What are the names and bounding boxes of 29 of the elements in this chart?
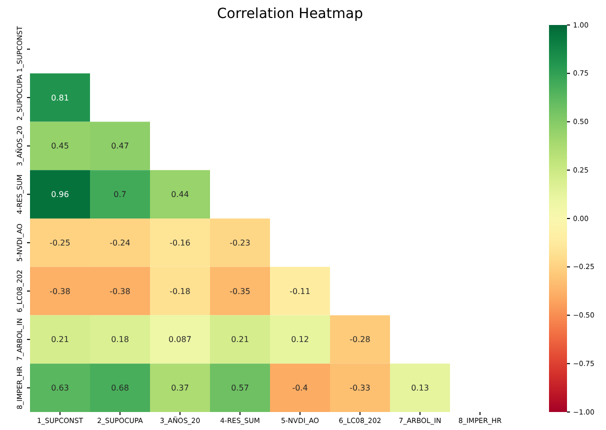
chart-title: Correlation Heatmap bbox=[217, 6, 364, 22]
data-label: 0.18 bbox=[111, 335, 129, 344]
data-label: 0.68 bbox=[111, 384, 129, 393]
data-label: 0.37 bbox=[171, 384, 189, 393]
data-label: -0.28 bbox=[350, 335, 370, 344]
data-label: 0.57 bbox=[231, 384, 249, 393]
data-label: -0.38 bbox=[50, 286, 70, 296]
data-label: -0.4 bbox=[292, 384, 308, 393]
data-label: 0.45 bbox=[51, 142, 69, 151]
data-label: 0.47 bbox=[111, 142, 129, 151]
data-label: 0.13 bbox=[411, 384, 429, 393]
data-label: -0.18 bbox=[170, 286, 190, 296]
data-label: -0.35 bbox=[230, 286, 250, 296]
data-label: 0.7 bbox=[114, 190, 126, 200]
data-label: 0.12 bbox=[291, 335, 309, 344]
data-label: -0.24 bbox=[110, 238, 130, 248]
data-label: 0.087 bbox=[168, 335, 192, 344]
data-label: -0.16 bbox=[170, 238, 190, 248]
data-label: 0.96 bbox=[51, 190, 69, 200]
data-label: -0.11 bbox=[290, 286, 310, 296]
data-label: 0.63 bbox=[51, 384, 69, 393]
data-label: -0.23 bbox=[230, 238, 250, 248]
data-label: 0.21 bbox=[231, 335, 249, 344]
data-label: -0.38 bbox=[110, 286, 130, 296]
data-label: 0.81 bbox=[51, 93, 69, 102]
data-label: -0.33 bbox=[350, 384, 370, 393]
data-label: -0.25 bbox=[50, 238, 70, 248]
data-label: 0.21 bbox=[51, 335, 69, 344]
data-label: 0.44 bbox=[171, 190, 189, 200]
